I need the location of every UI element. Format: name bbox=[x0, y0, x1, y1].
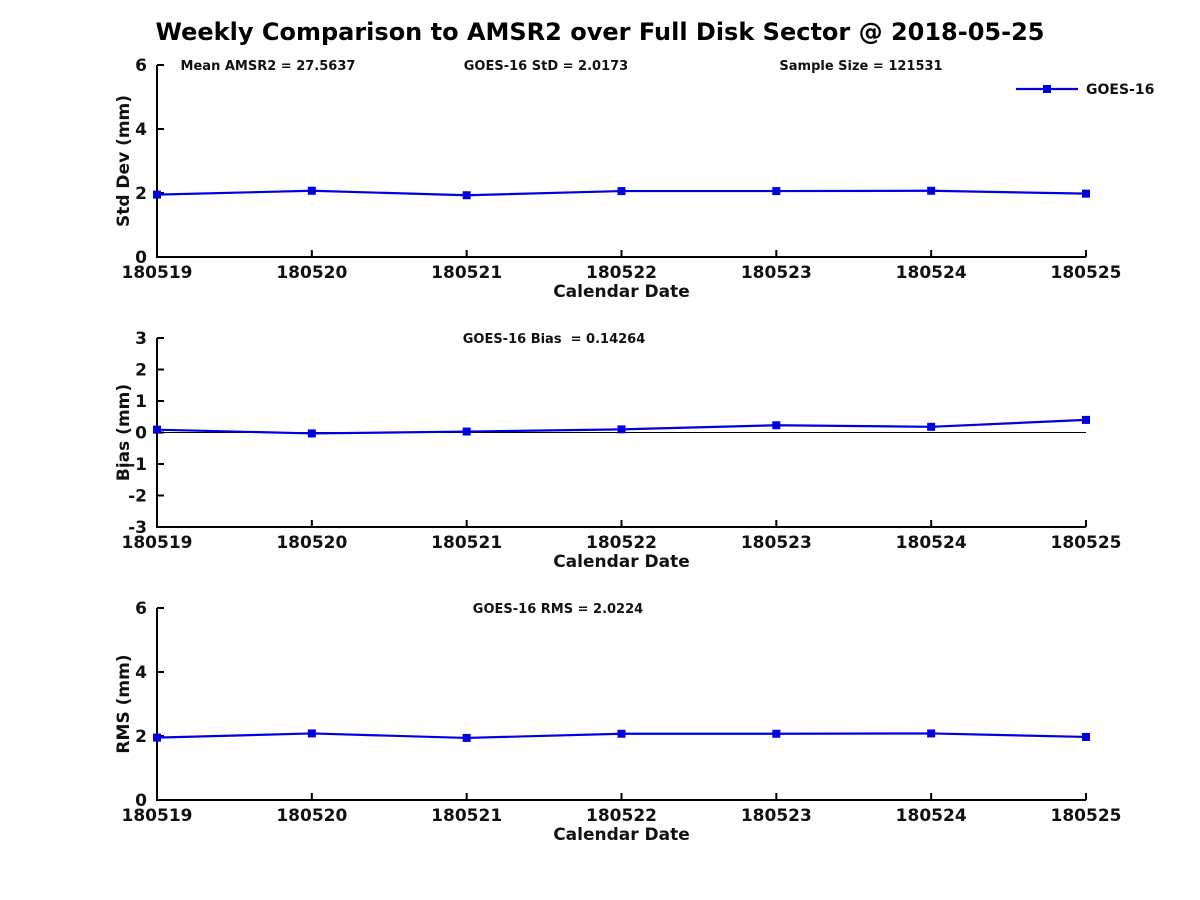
data-point-marker bbox=[153, 190, 161, 199]
data-point-marker bbox=[462, 733, 471, 742]
data-point-marker bbox=[617, 729, 626, 738]
y-tick-label: 2 bbox=[135, 727, 147, 747]
stat-annotation: GOES-16 StD = 2.0173 bbox=[464, 59, 628, 74]
x-tick-label: 180524 bbox=[896, 533, 967, 553]
data-point-marker bbox=[617, 187, 626, 196]
data-point-marker bbox=[927, 422, 936, 431]
x-tick-label: 180523 bbox=[741, 533, 812, 553]
x-tick-label: 180519 bbox=[122, 263, 193, 283]
figure-title: Weekly Comparison to AMSR2 over Full Dis… bbox=[155, 18, 1045, 46]
y-axis-label: Bias (mm) bbox=[114, 384, 134, 481]
x-tick-label: 180522 bbox=[586, 533, 657, 553]
x-tick-label: 180519 bbox=[122, 806, 193, 826]
data-point-marker bbox=[462, 427, 471, 436]
data-point-marker bbox=[153, 425, 161, 434]
data-point-marker bbox=[772, 187, 781, 196]
x-tick-label: 180523 bbox=[741, 806, 812, 826]
data-point-marker bbox=[307, 186, 316, 195]
legend-label: GOES-16 bbox=[1086, 82, 1154, 98]
y-tick-label: 6 bbox=[135, 56, 147, 76]
x-axis-label: Calendar Date bbox=[553, 552, 690, 572]
y-tick-label: 1 bbox=[135, 392, 147, 412]
y-tick-label: 0 bbox=[135, 791, 147, 811]
axis-spines bbox=[156, 608, 1086, 801]
data-point-marker bbox=[1082, 732, 1090, 741]
data-point-marker bbox=[927, 186, 936, 195]
y-tick-label: 4 bbox=[135, 120, 147, 140]
data-point-marker bbox=[153, 733, 161, 742]
x-tick-label: 180520 bbox=[276, 263, 347, 283]
rms-plot: 0 2 4 6 180519 180520 180521 180522 180523 180524… bbox=[114, 599, 1121, 845]
data-point-marker bbox=[1082, 189, 1090, 198]
y-tick-label: 6 bbox=[135, 599, 147, 619]
data-point-marker bbox=[307, 729, 316, 738]
std-dev-plot: 0 2 4 6 180519 180520 180521 180522 180523 180524… bbox=[114, 56, 1154, 302]
x-tick-label: 180525 bbox=[1051, 533, 1122, 553]
data-point-marker bbox=[927, 729, 936, 738]
x-tick-label: 180525 bbox=[1051, 263, 1122, 283]
x-tick-label: 180525 bbox=[1051, 806, 1122, 826]
x-tick-label: 180521 bbox=[431, 533, 502, 553]
stat-annotation: GOES-16 RMS = 2.0224 bbox=[473, 602, 643, 617]
x-tick-label: 180521 bbox=[431, 806, 502, 826]
x-axis-label: Calendar Date bbox=[553, 282, 690, 302]
stat-annotation: GOES-16 Bias = 0.14264 bbox=[463, 332, 646, 347]
data-point-marker bbox=[462, 191, 471, 200]
data-point-marker bbox=[1082, 415, 1090, 424]
data-point-marker bbox=[307, 429, 316, 438]
stat-annotation: Mean AMSR2 = 27.5637 bbox=[181, 59, 356, 74]
y-axis-label: Std Dev (mm) bbox=[114, 95, 134, 227]
y-tick-label: -3 bbox=[128, 518, 147, 538]
x-tick-label: 180522 bbox=[586, 263, 657, 283]
x-tick-label: 180520 bbox=[276, 533, 347, 553]
legend-marker bbox=[1043, 85, 1051, 93]
y-tick-label: -2 bbox=[128, 487, 147, 507]
data-point-marker bbox=[772, 729, 781, 738]
x-tick-label: 180524 bbox=[896, 263, 967, 283]
data-point-marker bbox=[772, 421, 781, 430]
x-tick-label: 180522 bbox=[586, 806, 657, 826]
legend: GOES-16 bbox=[1016, 82, 1154, 98]
y-tick-label: 2 bbox=[135, 361, 147, 381]
x-tick-label: 180521 bbox=[431, 263, 502, 283]
bias-plot: -3 -2 -1 0 1 2 3 180519 180520 180521 180522 180523… bbox=[114, 329, 1121, 572]
y-tick-label: 4 bbox=[135, 663, 147, 683]
y-tick-label: 0 bbox=[135, 248, 147, 268]
x-axis-label: Calendar Date bbox=[553, 825, 690, 845]
y-axis-label: RMS (mm) bbox=[114, 654, 134, 753]
x-tick-label: 180523 bbox=[741, 263, 812, 283]
stat-annotation: Sample Size = 121531 bbox=[779, 59, 942, 74]
x-tick-label: 180524 bbox=[896, 806, 967, 826]
data-point-marker bbox=[617, 425, 626, 434]
axis-spines bbox=[156, 65, 1086, 258]
x-tick-label: 180520 bbox=[276, 806, 347, 826]
y-tick-label: 3 bbox=[135, 329, 147, 349]
x-tick-label: 180519 bbox=[122, 533, 193, 553]
y-tick-label: -1 bbox=[128, 455, 147, 475]
y-tick-label: 2 bbox=[135, 184, 147, 204]
y-tick-label: 0 bbox=[135, 424, 147, 444]
